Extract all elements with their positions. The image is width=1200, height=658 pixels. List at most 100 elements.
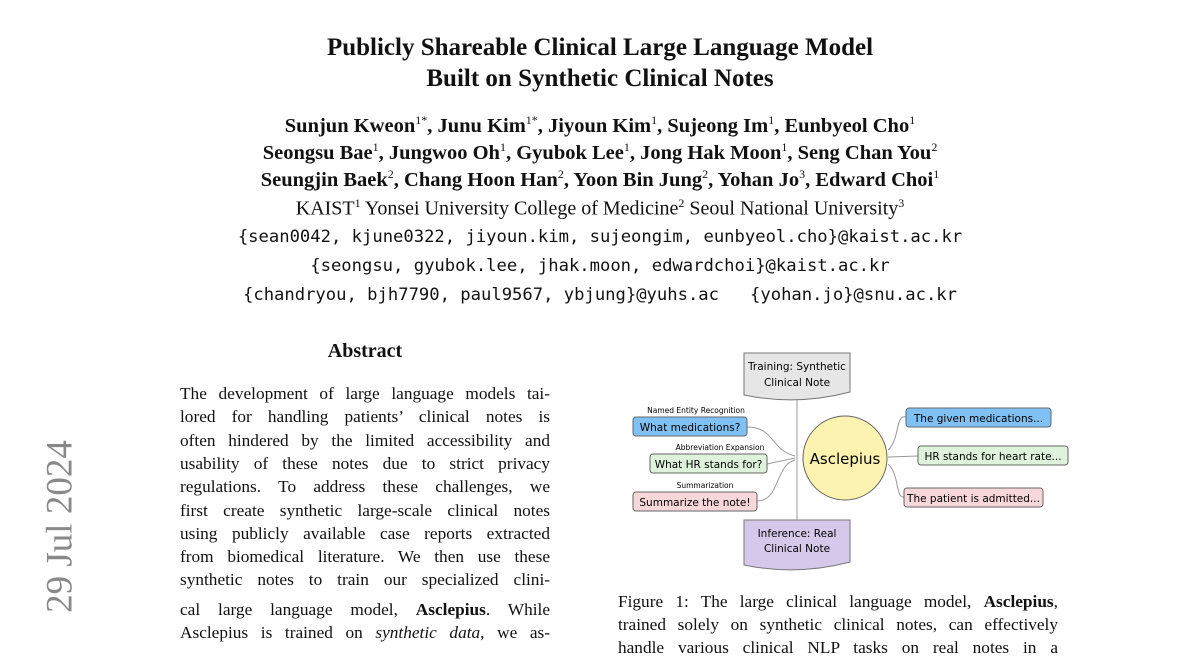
text: . While xyxy=(485,600,550,619)
author-name: Seungjin Baek xyxy=(260,168,388,191)
abstract-line: using publicly available case reports ex… xyxy=(180,523,550,543)
author-name: Chang Hoon Han xyxy=(404,168,558,191)
affiliation-mark: 1 xyxy=(623,140,630,154)
answer-text: The patient is admitted... xyxy=(906,493,1040,505)
author-line: Seongsu Bae1, Jungwoo Oh1, Gyubok Lee1, … xyxy=(262,140,938,164)
figure-caption-line: trained solely on synthetic clinical not… xyxy=(618,615,1058,634)
affiliation-mark: 1 xyxy=(372,140,379,154)
author-name: Seng Chan You xyxy=(797,141,932,164)
figure-caption-line: handle various clinical NLP tasks on rea… xyxy=(618,638,1058,657)
affiliation-mark: 1 xyxy=(933,167,940,181)
author-name: Edward Choi xyxy=(815,168,934,191)
author-name: Seongsu Bae xyxy=(262,141,373,164)
question-text: Summarize the note! xyxy=(639,497,750,509)
task-type-label: Named Entity Recognition xyxy=(647,406,745,415)
model-name: Asclepius xyxy=(415,600,486,619)
answer-text: HR stands for heart rate... xyxy=(924,451,1061,463)
abstract-line: The development of large language models… xyxy=(180,384,550,403)
email-line: {seongsu, gyubok.lee, jhak.moon, edwardc… xyxy=(310,256,890,276)
affiliation-mark: 1 xyxy=(909,113,916,127)
arxiv-date-stamp: 29 Jul 2024 xyxy=(39,440,81,613)
author-name: Eunbyeol Cho xyxy=(784,114,910,137)
abstract-line: Asclepius is trained on synthetic data, … xyxy=(180,623,550,643)
email-line: {chandryou, bjh7790, paul9567, ybjung}@y… xyxy=(243,285,957,305)
author-name: Junu Kim xyxy=(437,114,526,137)
task-type-label: Abbreviation Expansion xyxy=(676,443,765,452)
affiliation: KAIST xyxy=(295,197,355,220)
question-text: What HR stands for? xyxy=(655,459,763,471)
question-box xyxy=(632,491,758,512)
abstract-line: synthetic notes to train our specialized… xyxy=(180,570,550,590)
author-line: Sunjun Kweon1*, Junu Kim1*, Jiyoun Kim1,… xyxy=(284,113,916,137)
abstract-line: usability of these notes due to strict p… xyxy=(180,453,550,473)
abstract-line: from biomedical literature. We then use … xyxy=(180,547,550,567)
inference-label: Clinical Note xyxy=(764,543,830,555)
affiliations: KAIST1 Yonsei University College of Medi… xyxy=(0,196,1200,221)
edge xyxy=(766,457,796,465)
edge xyxy=(756,459,796,502)
training-label: Training: Synthetic xyxy=(747,361,846,373)
answer-box xyxy=(905,407,1052,428)
abstract-line: lored for handling patients’ clinical no… xyxy=(180,407,550,427)
model-name: Asclepius xyxy=(983,592,1054,611)
author-name: Yoon Bin Jung xyxy=(573,168,703,191)
edge xyxy=(887,463,905,498)
question-box xyxy=(632,416,748,437)
author-line: Seungjin Baek2, Chang Hoon Han2, Yoon Bi… xyxy=(260,167,940,191)
author-name: Yohan Jo xyxy=(717,168,800,191)
question-text: What medications? xyxy=(640,422,741,434)
edge xyxy=(887,416,907,451)
emphasis: synthetic data xyxy=(375,623,481,642)
author-name: Sujeong Im xyxy=(667,114,769,137)
affiliation-mark: 1* xyxy=(525,113,538,127)
figure-1-diagram: Training: Synthetic Clinical Note Infere… xyxy=(632,352,1069,571)
inference-note-box: Inference: Real Clinical Note xyxy=(743,519,851,571)
author-name: Gyubok Lee xyxy=(516,141,624,164)
task-type-label: Summarization xyxy=(677,481,734,490)
affiliation-mark: 1 xyxy=(651,113,658,127)
text: , we as- xyxy=(480,623,550,642)
abstract-line: often hindered by the limited accessibil… xyxy=(180,430,550,450)
question-box xyxy=(649,453,768,474)
answer-box xyxy=(903,487,1044,508)
affiliation-mark: 2 xyxy=(678,196,685,210)
affiliation: Seoul National University xyxy=(684,197,899,220)
affiliation-mark: 2 xyxy=(557,167,564,181)
abstract-line: cal large language model, Asclepius. Whi… xyxy=(180,600,550,620)
affiliation-mark: 3 xyxy=(799,167,806,181)
affiliation-mark: 2 xyxy=(931,140,938,154)
affiliation-mark: 1 xyxy=(781,140,788,154)
abstract-line: first create synthetic large-scale clini… xyxy=(180,500,550,520)
model-node xyxy=(802,415,888,501)
author-name: Jiyoun Kim xyxy=(548,114,652,137)
author-name: Jungwoo Oh xyxy=(388,141,500,164)
affiliation-mark: 1 xyxy=(499,140,506,154)
abstract-line: regulations. To address these challenges… xyxy=(180,477,550,497)
paper-title-line-1: Publicly Shareable Clinical Large Langua… xyxy=(326,34,874,61)
affiliation-mark: 3 xyxy=(898,196,905,210)
affiliation-mark: 1 xyxy=(768,113,775,127)
figure-caption-line: Figure 1: The large clinical language mo… xyxy=(618,592,1058,612)
affiliation-mark: 1 xyxy=(354,196,361,210)
answer-text: The given medications... xyxy=(913,413,1043,425)
affiliation-mark: 2 xyxy=(702,167,709,181)
affiliation-mark: 1* xyxy=(415,113,428,127)
abstract-heading: Abstract xyxy=(327,340,403,362)
model-label: Asclepius xyxy=(810,450,881,468)
edge xyxy=(746,426,796,457)
text: Figure 1: The large clinical language mo… xyxy=(618,592,984,611)
inference-label: Inference: Real xyxy=(758,528,837,540)
email-line: {sean0042, kjune0322, jiyoun.kim, sujeon… xyxy=(237,227,963,247)
affiliation: Yonsei University College of Medicine xyxy=(360,197,679,220)
affiliation-mark: 2 xyxy=(387,167,394,181)
author-name: Jong Hak Moon xyxy=(640,141,782,164)
training-note-box: Training: Synthetic Clinical Note xyxy=(743,352,851,401)
text: Asclepius is trained on xyxy=(180,623,376,642)
training-label: Clinical Note xyxy=(764,377,830,389)
answer-box xyxy=(917,445,1069,466)
author-name: Sunjun Kweon xyxy=(284,114,416,137)
paper-title-line-2: Built on Synthetic Clinical Notes xyxy=(426,65,774,92)
text: , xyxy=(1053,592,1058,611)
edge xyxy=(887,455,919,458)
text: cal large language model, xyxy=(180,600,416,619)
